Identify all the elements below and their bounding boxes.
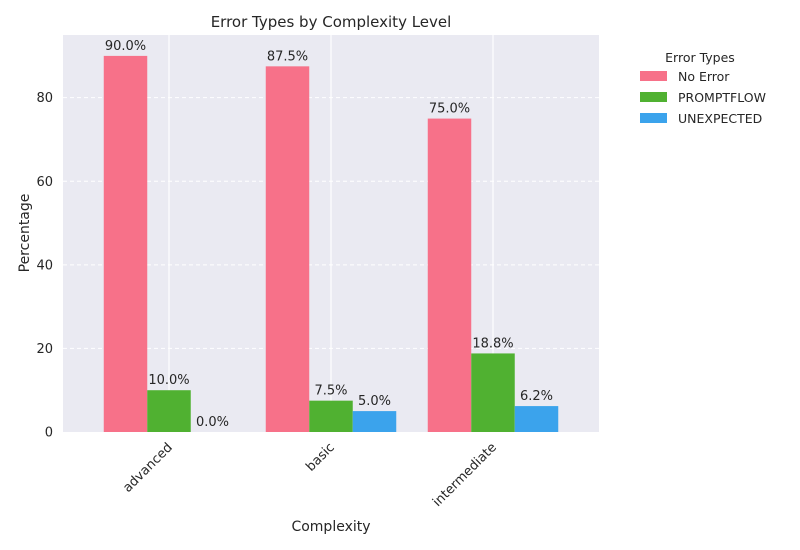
data-label: 5.0% (358, 394, 391, 409)
y-tick-label: 80 (36, 91, 53, 106)
bar-promptflow-advanced (147, 390, 191, 432)
legend-label: No Error (678, 69, 730, 84)
legend-label: UNEXPECTED (678, 111, 762, 126)
data-labels: 90.0% 10.0% 0.0% 87.5% 7.5% 5.0% 75.0% 18.8% 6.2… (105, 39, 553, 430)
x-axis-ticks: advanced basic intermediate (120, 440, 500, 510)
y-tick-label: 20 (36, 342, 53, 357)
chart-title: Error Types by Complexity Level (211, 13, 452, 31)
x-tick-label: advanced (120, 440, 176, 496)
data-label: 7.5% (314, 384, 347, 399)
y-tick-label: 0 (45, 426, 53, 441)
x-axis-title: Complexity (291, 519, 370, 535)
y-tick-label: 40 (36, 258, 53, 273)
legend-swatch (640, 92, 667, 102)
bar-promptflow-basic (309, 400, 353, 432)
bar-no-error-intermediate (427, 118, 472, 432)
legend-title: Error Types (665, 50, 735, 65)
legend-label: PROMPTFLOW (678, 90, 766, 105)
x-tick-label: intermediate (430, 440, 500, 510)
y-tick-label: 60 (36, 175, 53, 190)
data-label: 6.2% (520, 389, 553, 404)
data-label: 0.0% (196, 415, 229, 430)
x-tick-label: basic (303, 440, 337, 474)
data-label: 87.5% (267, 49, 308, 64)
bar-unexpected-basic (352, 411, 397, 432)
legend-swatch (640, 71, 667, 81)
legend: Error Types No Error PROMPTFLOW UNEXPECTED (640, 50, 766, 126)
y-axis-ticks: 0 20 40 60 80 (36, 91, 53, 440)
bars (103, 55, 559, 432)
data-label: 18.8% (472, 336, 513, 351)
bar-no-error-advanced (103, 55, 148, 432)
data-label: 75.0% (429, 102, 470, 117)
legend-items: No Error PROMPTFLOW UNEXPECTED (640, 69, 766, 126)
bar-unexpected-intermediate (514, 406, 559, 432)
data-label: 10.0% (148, 373, 189, 388)
grid-lines (63, 35, 599, 432)
y-axis-title: Percentage (17, 194, 33, 273)
legend-swatch (640, 113, 667, 123)
bar-no-error-basic (265, 66, 310, 432)
data-label: 90.0% (105, 39, 146, 54)
bar-promptflow-intermediate (471, 353, 515, 432)
